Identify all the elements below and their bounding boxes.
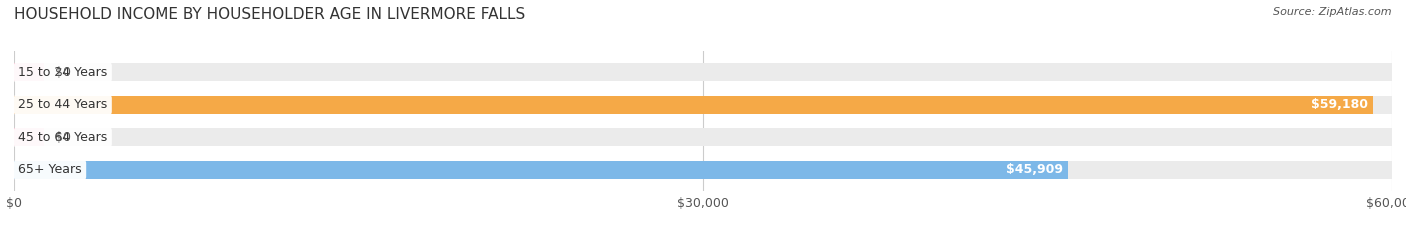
Bar xyxy=(14,128,1392,146)
Text: HOUSEHOLD INCOME BY HOUSEHOLDER AGE IN LIVERMORE FALLS: HOUSEHOLD INCOME BY HOUSEHOLDER AGE IN L… xyxy=(14,7,526,22)
Text: 65+ Years: 65+ Years xyxy=(18,163,82,176)
Text: $45,909: $45,909 xyxy=(1005,163,1063,176)
Text: $0: $0 xyxy=(55,66,72,79)
Text: 15 to 24 Years: 15 to 24 Years xyxy=(18,66,107,79)
Text: 45 to 64 Years: 45 to 64 Years xyxy=(18,131,107,144)
Text: 25 to 44 Years: 25 to 44 Years xyxy=(18,98,107,111)
Text: $0: $0 xyxy=(55,131,72,144)
Bar xyxy=(14,96,1374,114)
Bar xyxy=(14,128,45,146)
Bar xyxy=(14,63,1392,81)
Bar xyxy=(14,63,45,81)
Text: Source: ZipAtlas.com: Source: ZipAtlas.com xyxy=(1274,7,1392,17)
Bar xyxy=(14,161,1069,179)
Bar xyxy=(14,96,1392,114)
Bar xyxy=(14,161,1392,179)
Text: $59,180: $59,180 xyxy=(1310,98,1368,111)
